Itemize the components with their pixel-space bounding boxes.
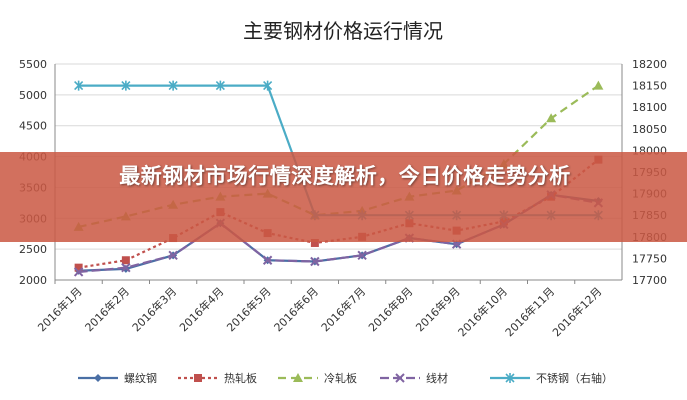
headline-text: 最新钢材市场行情深度解析，今日价格走势分析 xyxy=(119,164,571,188)
x-tick-label: 2016年3月 xyxy=(129,284,179,334)
legend-marker xyxy=(194,374,202,382)
legend-label: 螺纹钢 xyxy=(124,371,157,385)
x-tick-label: 2016年6月 xyxy=(271,284,321,334)
legend-marker xyxy=(505,373,515,383)
y-left-tick-label: 5500 xyxy=(19,58,47,71)
data-point xyxy=(310,238,319,247)
x-tick-label: 2016年4月 xyxy=(176,284,226,334)
data-point xyxy=(168,250,178,261)
legend-label: 不锈钢（右轴） xyxy=(536,371,613,385)
x-tick-label: 2016年1月 xyxy=(35,284,85,334)
legend-marker xyxy=(293,373,303,382)
data-point xyxy=(263,80,273,91)
data-point xyxy=(121,262,131,273)
data-point xyxy=(310,256,320,267)
data-point xyxy=(215,80,225,91)
data-point xyxy=(121,80,131,91)
data-point xyxy=(168,80,178,91)
y-right-tick-label: 17750 xyxy=(632,252,667,265)
x-tick-label: 2016年5月 xyxy=(224,284,274,334)
x-tick-label: 2016年11月 xyxy=(502,284,557,339)
y-right-tick-label: 18050 xyxy=(632,123,667,136)
legend-marker xyxy=(395,373,405,383)
x-tick-label: 2016年2月 xyxy=(82,284,132,334)
data-point xyxy=(121,256,130,265)
x-tick-label: 2016年9月 xyxy=(413,284,463,334)
y-left-tick-label: 2000 xyxy=(19,274,47,287)
x-tick-label: 2016年10月 xyxy=(455,284,510,339)
legend-marker xyxy=(94,374,102,382)
headline-banner xyxy=(0,152,687,242)
legend-label: 线材 xyxy=(426,371,448,385)
y-right-tick-label: 18150 xyxy=(632,80,667,93)
x-tick-label: 2016年7月 xyxy=(318,284,368,334)
data-point xyxy=(593,80,604,90)
x-tick-label: 2016年8月 xyxy=(365,284,415,334)
y-right-tick-label: 17700 xyxy=(632,274,667,287)
data-point xyxy=(74,80,84,91)
data-point xyxy=(357,250,367,261)
y-left-tick-label: 5000 xyxy=(19,89,47,102)
y-right-tick-label: 18100 xyxy=(632,101,667,114)
y-left-tick-label: 2500 xyxy=(19,243,47,256)
data-point xyxy=(73,267,84,277)
chart-title: 主要钢材价格运行情况 xyxy=(243,19,443,43)
data-point xyxy=(74,263,83,272)
legend-label: 冷轧板 xyxy=(324,371,357,385)
data-point xyxy=(546,113,557,123)
data-point xyxy=(262,255,273,265)
y-left-tick-label: 4500 xyxy=(19,120,47,133)
legend-label: 热轧板 xyxy=(224,371,257,385)
y-right-tick-label: 18200 xyxy=(632,58,667,71)
x-tick-label: 2016年12月 xyxy=(549,284,604,339)
